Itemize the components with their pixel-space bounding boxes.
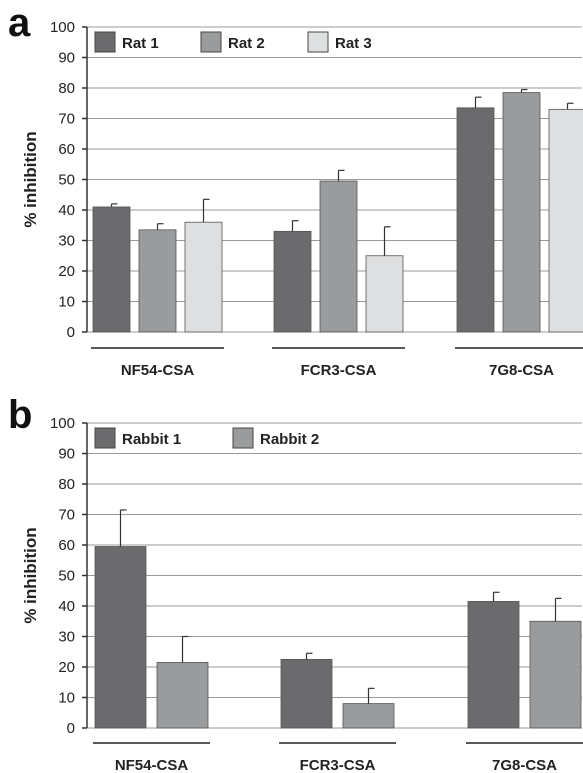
y-tick-label: 80 [58,476,75,493]
category-label: NF54-CSA [115,757,189,773]
bar [280,658,333,729]
bar [365,255,404,333]
bar [184,221,223,333]
y-axis-label: % inhibition [21,527,40,623]
bar [456,107,495,333]
y-tick-label: 60 [58,141,75,158]
bar [342,703,395,729]
y-tick-label: 100 [50,19,75,36]
bar [502,92,541,333]
bar [156,662,209,729]
y-tick-label: 40 [58,202,75,219]
legend-label: Rat 1 [122,35,159,52]
y-tick-label: 90 [58,446,75,463]
y-tick-label: 80 [58,80,75,97]
chart-b: 0 10 20 30 40 50 60 70 80 90 100 % inhibition NF54-C… [21,415,583,773]
y-tick-label: 10 [58,690,75,707]
panel-letter-a: a [8,1,31,45]
bar [319,180,358,333]
y-tick-label: 0 [67,324,75,341]
bar [467,601,520,729]
y-tick-label: 20 [58,659,75,676]
category-label: NF54-CSA [121,362,195,379]
bar [138,229,177,333]
y-tick-label: 0 [67,720,75,737]
legend-label: Rabbit 2 [260,431,319,448]
y-tick-label: 100 [50,415,75,432]
legend-label: Rat 3 [335,35,372,52]
category-label: 7G8-CSA [492,757,557,773]
legend-swatch [307,31,329,53]
category-label: FCR3-CSA [300,757,376,773]
legend-swatch [94,31,116,53]
bar [94,546,147,729]
legend-swatch [94,427,116,449]
chart-a: 0 10 20 30 40 50 60 70 80 90 100 % inhibition NF54-C… [21,19,583,379]
y-tick-label: 10 [58,294,75,311]
y-tick-label: 20 [58,263,75,280]
y-tick-label: 70 [58,507,75,524]
y-tick-label: 30 [58,233,75,250]
category-label: 7G8-CSA [489,362,554,379]
y-tick-label: 70 [58,111,75,128]
bar [529,620,582,729]
legend-label: Rat 2 [228,35,265,52]
y-tick-label: 60 [58,537,75,554]
y-tick-label: 40 [58,598,75,615]
y-tick-label: 90 [58,50,75,67]
y-axis-label: % inhibition [21,131,40,227]
y-tick-label: 30 [58,629,75,646]
bar [273,230,312,333]
legend-swatch [232,427,254,449]
category-label: FCR3-CSA [301,362,377,379]
bar [92,206,131,333]
legend-label: Rabbit 1 [122,431,181,448]
legend-swatch [200,31,222,53]
y-tick-label: 50 [58,172,75,189]
y-tick-label: 50 [58,568,75,585]
panel-letter-b: b [8,393,32,437]
bar [548,108,583,333]
